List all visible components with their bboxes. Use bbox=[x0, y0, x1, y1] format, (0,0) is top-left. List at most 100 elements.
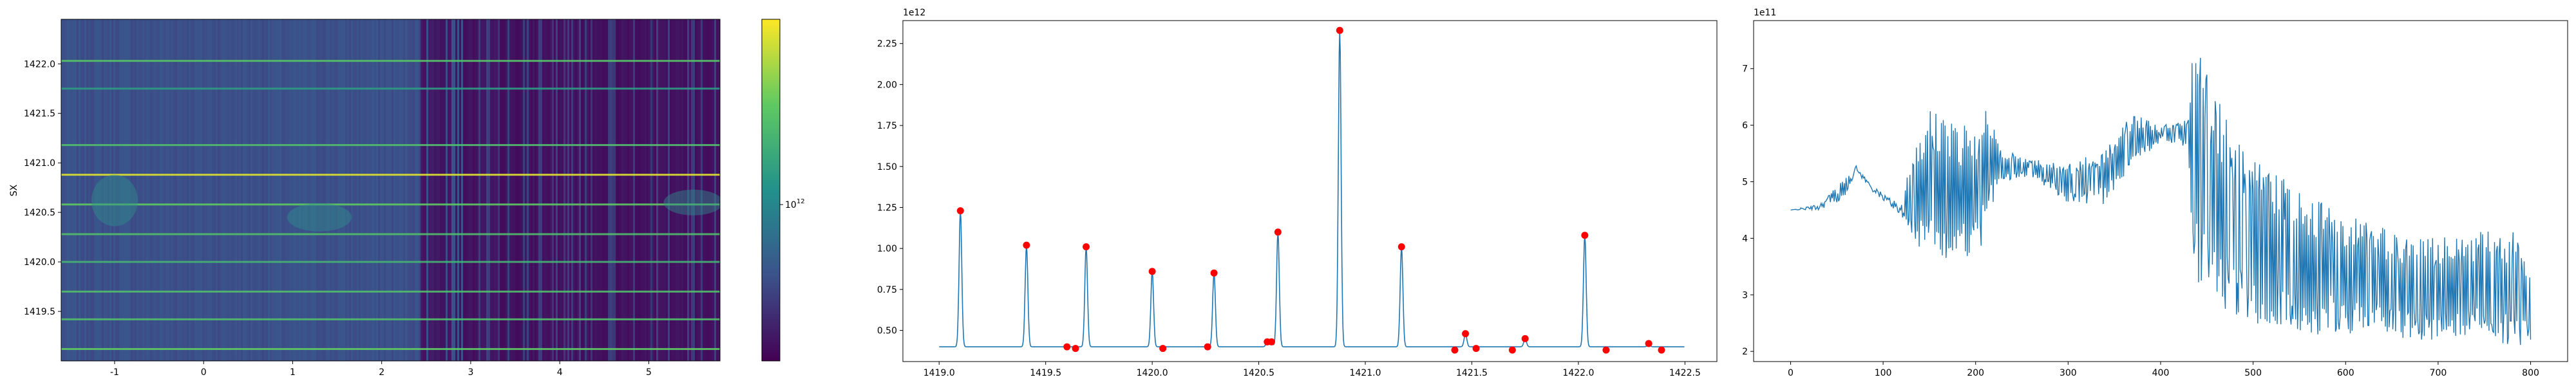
heatmap-column bbox=[446, 19, 448, 361]
peaks-x-ticks: 1419.0 1419.5 1420.0 1420.5 1421.0 1421.5 1422… bbox=[923, 362, 1701, 378]
heatmap-column bbox=[471, 19, 473, 361]
colorbar-gradient bbox=[761, 19, 781, 362]
heatmap-column bbox=[461, 19, 463, 361]
signal-y-tick-label: 5 bbox=[1742, 177, 1748, 187]
heatmap-column bbox=[382, 19, 384, 361]
heatmap-column bbox=[475, 19, 477, 361]
heatmap-column bbox=[596, 19, 598, 361]
heatmap-column bbox=[316, 19, 318, 361]
signal-y-tick: 6 bbox=[1742, 121, 1754, 131]
heatmap-column bbox=[506, 19, 507, 361]
heatmap-column bbox=[401, 19, 403, 361]
heatmap-column bbox=[196, 19, 198, 361]
heatmap-column bbox=[210, 19, 212, 361]
heatmap-column bbox=[100, 19, 102, 361]
heatmap-column bbox=[146, 19, 148, 361]
peaks-x-tick: 1421.5 bbox=[1456, 362, 1488, 378]
heatmap-column bbox=[318, 19, 320, 361]
heatmap-x-tick: 3 bbox=[468, 361, 473, 378]
signal-x-tick: 400 bbox=[2152, 362, 2169, 378]
heatmap-column bbox=[98, 19, 100, 361]
heatmap-column bbox=[598, 19, 600, 361]
signal-y-tick: 4 bbox=[1742, 234, 1754, 244]
heatmap-column bbox=[183, 19, 185, 361]
heatmap-x-tick-label: 3 bbox=[468, 367, 473, 378]
heatmap-column bbox=[448, 19, 450, 361]
heatmap-column bbox=[214, 19, 216, 361]
heatmap-column bbox=[440, 19, 442, 361]
peak-marker bbox=[1521, 335, 1529, 342]
signal-y-tick-label: 4 bbox=[1742, 234, 1748, 244]
heatmap-column bbox=[370, 19, 372, 361]
heatmap-column bbox=[281, 19, 283, 361]
heatmap-column bbox=[142, 19, 144, 361]
heatmap-bright-row bbox=[61, 174, 720, 176]
heatmap-column bbox=[442, 19, 444, 361]
heatmap-column bbox=[645, 19, 647, 361]
heatmap-column bbox=[523, 19, 525, 361]
heatmap-column bbox=[243, 19, 245, 361]
heatmap-column bbox=[251, 19, 252, 361]
heatmap-column bbox=[621, 19, 623, 361]
peaks-y-tick-label: 1.00 bbox=[877, 244, 897, 254]
heatmap-column bbox=[403, 19, 405, 361]
heatmap-column bbox=[453, 19, 455, 361]
heatmap-column bbox=[525, 19, 527, 361]
heatmap-column bbox=[326, 19, 328, 361]
heatmap-column bbox=[86, 19, 88, 361]
heatmap-y-tick: 1419.5 bbox=[24, 307, 61, 317]
heatmap-column bbox=[623, 19, 625, 361]
heatmap-bright-row bbox=[61, 143, 720, 146]
peaks-y-tick-label: 2.00 bbox=[877, 80, 897, 90]
colorbar-tick-base: 10 bbox=[785, 200, 797, 210]
heatmap-column bbox=[494, 19, 496, 361]
heatmap-column bbox=[415, 19, 417, 361]
heatmap-bright-row bbox=[61, 348, 720, 351]
heatmap-column bbox=[519, 19, 521, 361]
heatmap-x-tick-label: 2 bbox=[379, 367, 384, 378]
signal-line bbox=[1790, 57, 2532, 345]
heatmap-column bbox=[620, 19, 621, 361]
peak-marker bbox=[1472, 345, 1480, 353]
heatmap-column bbox=[193, 19, 194, 361]
signal-x-tick-label: 100 bbox=[1875, 368, 1892, 378]
heatmap-y-tick: 1421.5 bbox=[24, 109, 61, 119]
heatmap-column bbox=[430, 19, 432, 361]
peaks-x-tick: 1422.0 bbox=[1562, 362, 1594, 378]
heatmap-y-tick: 1422.0 bbox=[24, 59, 61, 69]
heatmap-column bbox=[94, 19, 96, 361]
peaks-y-tick: 2.25 bbox=[877, 39, 903, 50]
heatmap-column bbox=[399, 19, 401, 361]
heatmap-bright-row bbox=[61, 233, 720, 235]
heatmap-column bbox=[552, 19, 554, 361]
heatmap-column bbox=[411, 19, 413, 361]
heatmap-column bbox=[538, 19, 540, 361]
heatmap-column bbox=[187, 19, 189, 361]
heatmap-column bbox=[69, 19, 71, 361]
heatmap-column bbox=[610, 19, 612, 361]
signal-y-ticks: 2 3 4 5 6 7 bbox=[1742, 64, 1754, 357]
heatmap-column bbox=[635, 19, 637, 361]
heatmap-column bbox=[167, 19, 169, 361]
heatmap-column bbox=[693, 19, 695, 361]
heatmap-column bbox=[513, 19, 515, 361]
heatmap-column bbox=[616, 19, 618, 361]
heatmap-column bbox=[256, 19, 258, 361]
heatmap-column bbox=[571, 19, 573, 361]
signal-x-tick-label: 0 bbox=[1788, 368, 1794, 378]
heatmap-column bbox=[708, 19, 710, 361]
heatmap-column bbox=[422, 19, 424, 361]
heatmap-column bbox=[397, 19, 399, 361]
peak-marker bbox=[1159, 345, 1167, 353]
heatmap-column bbox=[154, 19, 156, 361]
peaks-x-tick-label: 1421.0 bbox=[1350, 368, 1381, 378]
heatmap-y-tick-label: 1422.0 bbox=[24, 59, 55, 69]
heatmap-column bbox=[102, 19, 104, 361]
heatmap-column bbox=[252, 19, 254, 361]
heatmap-column bbox=[504, 19, 506, 361]
heatmap-column bbox=[699, 19, 701, 361]
signal-x-tick: 100 bbox=[1875, 362, 1892, 378]
heatmap-blob bbox=[663, 189, 720, 216]
peaks-y-tick: 1.00 bbox=[877, 244, 903, 254]
heatmap-column bbox=[194, 19, 196, 361]
